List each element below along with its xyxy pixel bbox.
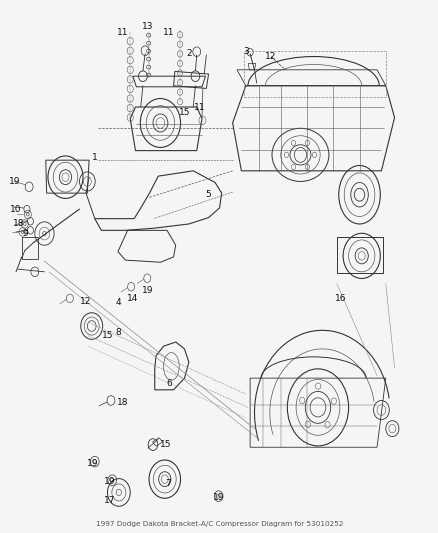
Text: 19: 19 — [9, 177, 21, 186]
Text: 6: 6 — [166, 379, 172, 388]
Text: 18: 18 — [13, 220, 25, 229]
Text: 13: 13 — [141, 22, 153, 31]
Text: 15: 15 — [178, 108, 190, 117]
Text: 12: 12 — [265, 52, 276, 61]
Text: 8: 8 — [115, 328, 120, 337]
Text: 19: 19 — [104, 478, 116, 486]
Text: 11: 11 — [194, 102, 205, 111]
Text: 19: 19 — [141, 286, 153, 295]
Text: 1997 Dodge Dakota Bracket-A/C Compressor Diagram for 53010252: 1997 Dodge Dakota Bracket-A/C Compressor… — [95, 521, 343, 527]
Text: 17: 17 — [103, 496, 115, 505]
Text: 12: 12 — [80, 296, 92, 305]
Text: 7: 7 — [165, 479, 170, 488]
Text: 4: 4 — [115, 298, 120, 307]
Text: 18: 18 — [117, 398, 128, 407]
Text: 2: 2 — [186, 50, 191, 58]
Text: 9: 9 — [22, 229, 28, 238]
Text: 11: 11 — [117, 28, 128, 37]
Text: 16: 16 — [335, 294, 346, 303]
Text: 1: 1 — [92, 153, 97, 162]
Text: 14: 14 — [127, 294, 138, 303]
Bar — [336, 237, 382, 273]
Bar — [243, 51, 385, 98]
Text: 5: 5 — [205, 190, 211, 199]
Text: 10: 10 — [10, 205, 22, 214]
Text: 3: 3 — [243, 47, 249, 55]
Text: 11: 11 — [163, 28, 174, 37]
Text: 19: 19 — [87, 459, 98, 467]
Text: 19: 19 — [212, 493, 224, 502]
Text: 15: 15 — [102, 331, 113, 340]
Text: 15: 15 — [160, 440, 171, 449]
